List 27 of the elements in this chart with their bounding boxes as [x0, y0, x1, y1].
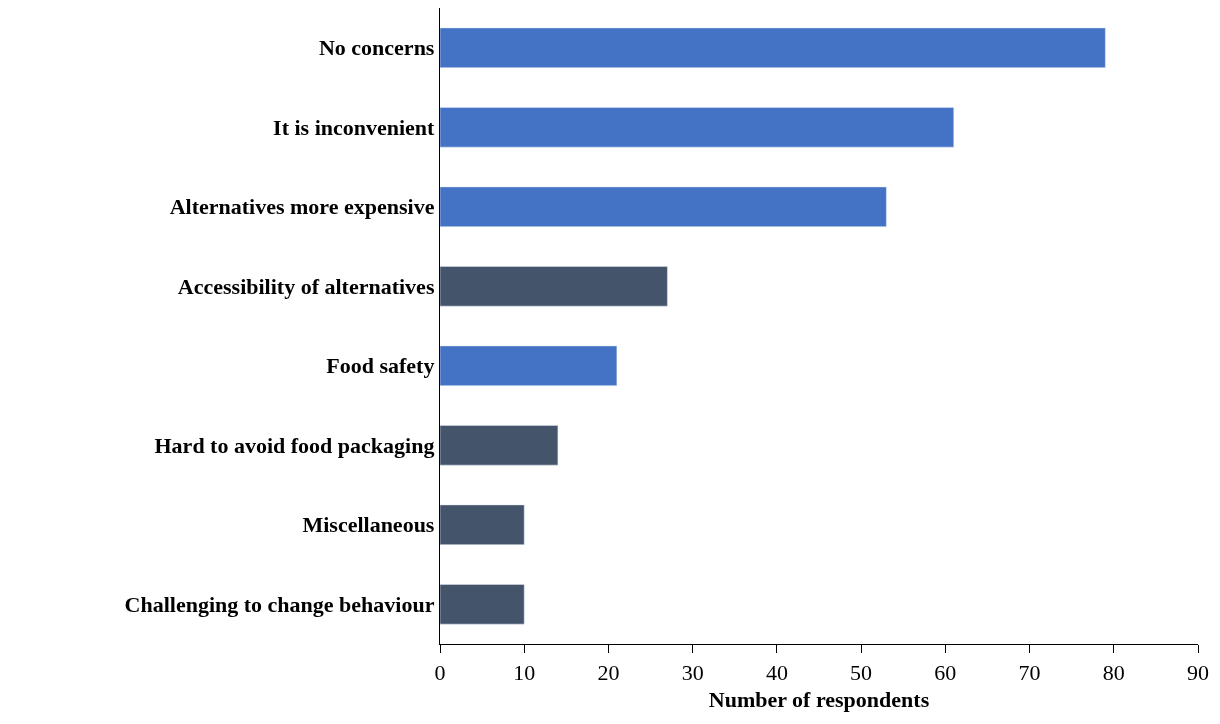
y-tick-label: Miscellaneous: [302, 512, 435, 538]
bar: [440, 584, 525, 625]
x-tick-label: 0: [434, 659, 446, 685]
y-tick-label: Challenging to change behaviour: [124, 591, 435, 617]
bar: [440, 425, 559, 466]
x-tick-label: 50: [850, 659, 873, 685]
bar: [440, 27, 1106, 68]
x-tick-label: 80: [1102, 659, 1125, 685]
y-tick-label: No concerns: [318, 35, 435, 61]
x-tick-label: 10: [513, 659, 536, 685]
y-tick-label: It is inconvenient: [273, 114, 436, 140]
y-tick-label: Hard to avoid food packaging: [154, 432, 435, 458]
bar: [440, 107, 955, 148]
x-tick-label: 60: [934, 659, 957, 685]
x-axis-title: Number of respondents: [708, 687, 930, 713]
y-tick-label: Alternatives more expensive: [169, 194, 435, 220]
y-tick-label: Food safety: [326, 353, 435, 379]
y-tick-label: Accessibility of alternatives: [177, 273, 435, 299]
x-tick-label: 90: [1187, 659, 1209, 685]
x-tick-label: 70: [1018, 659, 1041, 685]
x-tick-label: 20: [597, 659, 620, 685]
x-tick-label: 40: [765, 659, 788, 685]
bar: [440, 186, 887, 227]
bar: [440, 345, 618, 386]
bar: [440, 504, 525, 545]
bar: [440, 266, 668, 307]
x-tick-label: 30: [681, 659, 704, 685]
